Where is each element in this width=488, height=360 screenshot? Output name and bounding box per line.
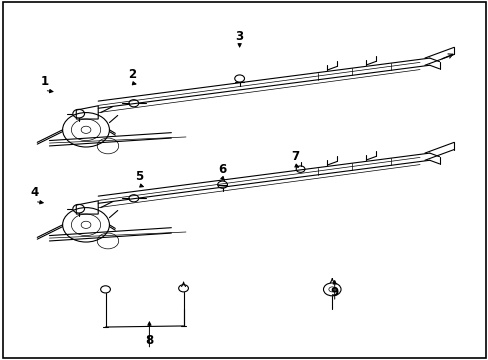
Text: 1: 1 [41,75,48,88]
Text: 3: 3 [235,30,243,43]
Text: 9: 9 [330,287,338,300]
Text: 6: 6 [218,163,226,176]
Text: 8: 8 [145,334,153,347]
Text: 7: 7 [291,150,299,163]
Text: 5: 5 [135,170,143,183]
Text: 4: 4 [31,186,39,199]
Text: 2: 2 [128,68,136,81]
